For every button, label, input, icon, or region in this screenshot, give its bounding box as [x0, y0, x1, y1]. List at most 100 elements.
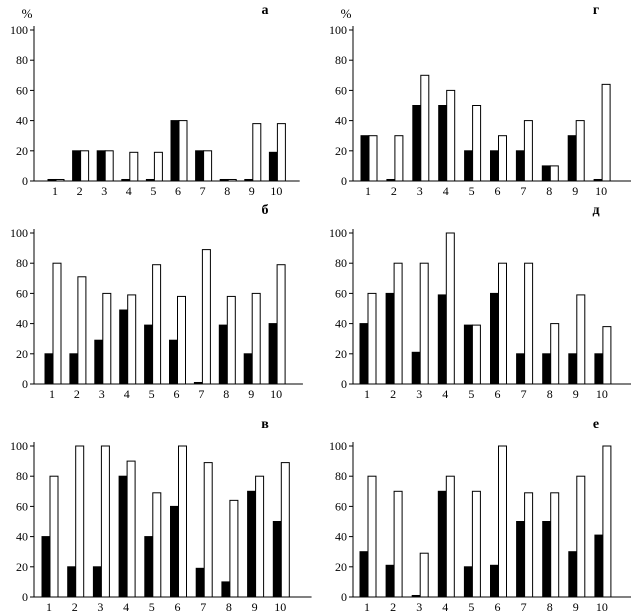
chart-panel-3: 0 20 40 60 80 100 б 1 2 3 4 5 6 7 8 9 10: [10, 203, 303, 401]
bar-series-2-cat-10: [276, 123, 286, 182]
x-tick-label: 5: [149, 387, 155, 401]
bar-series-2-cat-9: [576, 294, 586, 385]
x-tick-label: 7: [521, 387, 527, 401]
bar-series-1-cat-2: [385, 292, 395, 385]
panel-label: д: [592, 203, 599, 218]
x-tick-label: 6: [495, 184, 501, 198]
bar-series-1-cat-8: [542, 521, 552, 598]
y-tick-label: 40: [335, 530, 347, 544]
x-tick-label: 6: [495, 387, 501, 401]
bar-series-2-cat-10: [602, 445, 612, 598]
y-tick-label: 60: [335, 499, 347, 513]
y-tick-label: 80: [335, 469, 347, 483]
y-tick-label: 40: [16, 317, 28, 331]
x-tick-label: 10: [270, 387, 282, 401]
x-tick-label: 7: [521, 600, 527, 613]
x-tick-label: 10: [596, 600, 608, 613]
x-tick-label: 3: [97, 600, 103, 613]
bar-series-1-cat-9: [568, 353, 578, 385]
x-tick-label: 10: [596, 387, 608, 401]
y-tick-label: 0: [22, 174, 28, 188]
bar-series-1-cat-3: [411, 351, 421, 385]
y-tick-label: 100: [329, 439, 347, 453]
bar-series-2-cat-5: [153, 151, 163, 182]
bar-series-2-cat-3: [104, 150, 114, 182]
x-tick-label: 7: [198, 387, 204, 401]
y-tick-label: 80: [16, 53, 28, 67]
bar-series-2-cat-4: [445, 232, 455, 385]
x-tick-label: 4: [126, 184, 132, 198]
panel-label: е: [593, 417, 599, 432]
bar-series-2-cat-4: [126, 460, 136, 598]
y-tick-label: 60: [335, 83, 347, 97]
bar-series-1-cat-2: [72, 150, 82, 182]
bar-series-1-cat-9: [243, 353, 253, 385]
x-tick-label: 8: [547, 600, 553, 613]
x-tick-label: 7: [200, 600, 206, 613]
x-tick-label: 9: [573, 387, 579, 401]
x-tick-label: 9: [252, 600, 258, 613]
x-tick-label: 2: [74, 387, 80, 401]
x-tick-label: 5: [469, 184, 475, 198]
x-tick-label: 6: [175, 600, 181, 613]
y-tick-label: 80: [335, 256, 347, 270]
y-unit-label: %: [22, 6, 33, 21]
y-tick-label: 100: [329, 23, 347, 37]
y-tick-label: 0: [22, 590, 28, 604]
bar-series-1-cat-6: [170, 505, 179, 598]
bar-series-2-cat-10: [276, 264, 286, 385]
bar-series-2-cat-5: [471, 324, 481, 385]
x-tick-label: 1: [49, 387, 55, 401]
bar-series-2-cat-2: [75, 445, 85, 598]
bar-series-2-cat-8: [549, 165, 559, 182]
panel-label: в: [261, 417, 269, 432]
y-tick-label: 0: [341, 174, 347, 188]
bar-series-1-cat-3: [94, 339, 104, 385]
bar-series-2-cat-2: [394, 135, 404, 182]
x-tick-label: 4: [442, 387, 448, 401]
y-tick-label: 80: [16, 469, 28, 483]
x-tick-label: 1: [52, 184, 58, 198]
chart-panel-2: 0 20 40 60 80 100% г 1 2 3 4 5 6 7 8 9 10: [329, 3, 631, 198]
bar-series-2-cat-3: [420, 74, 430, 182]
x-tick-label: 2: [390, 600, 396, 613]
x-tick-label: 5: [149, 600, 155, 613]
bar-series-2-cat-3: [419, 552, 429, 598]
y-tick-label: 40: [335, 317, 347, 331]
y-tick-label: 20: [16, 144, 28, 158]
bar-series-1-cat-8: [541, 165, 551, 182]
panel-label: г: [593, 3, 599, 18]
bar-series-1-cat-7: [516, 521, 526, 598]
x-tick-label: 3: [101, 184, 107, 198]
x-tick-label: 5: [468, 387, 474, 401]
y-tick-label: 100: [10, 226, 28, 240]
bar-series-2-cat-1: [367, 475, 377, 598]
x-tick-label: 9: [248, 387, 254, 401]
bar-series-1-cat-6: [490, 150, 499, 182]
bar-series-2-cat-7: [203, 150, 213, 182]
bar-series-1-cat-6: [170, 120, 180, 182]
bar-series-1-cat-9: [567, 135, 577, 182]
bar-series-2-cat-10: [601, 83, 611, 182]
x-tick-label: 7: [200, 184, 206, 198]
y-tick-label: 40: [16, 114, 28, 128]
panel-label: б: [262, 203, 269, 218]
bar-series-2-cat-5: [472, 105, 482, 182]
x-tick-label: 1: [46, 600, 52, 613]
x-tick-label: 7: [520, 184, 526, 198]
bar-series-2-cat-5: [471, 490, 481, 598]
x-tick-label: 2: [72, 600, 78, 613]
bar-series-1-cat-7: [195, 150, 205, 182]
bar-series-2-cat-9: [576, 475, 586, 598]
y-tick-label: 60: [335, 286, 347, 300]
bar-series-1-cat-1: [359, 551, 369, 598]
bar-series-2-cat-6: [178, 445, 187, 598]
bar-series-2-cat-6: [177, 295, 186, 385]
bar-series-2-cat-7: [524, 492, 534, 598]
y-tick-label: 60: [16, 83, 28, 97]
bar-series-2-cat-7: [201, 249, 211, 385]
y-tick-label: 40: [335, 114, 347, 128]
bar-series-2-cat-3: [102, 292, 112, 385]
x-tick-label: 2: [390, 387, 396, 401]
